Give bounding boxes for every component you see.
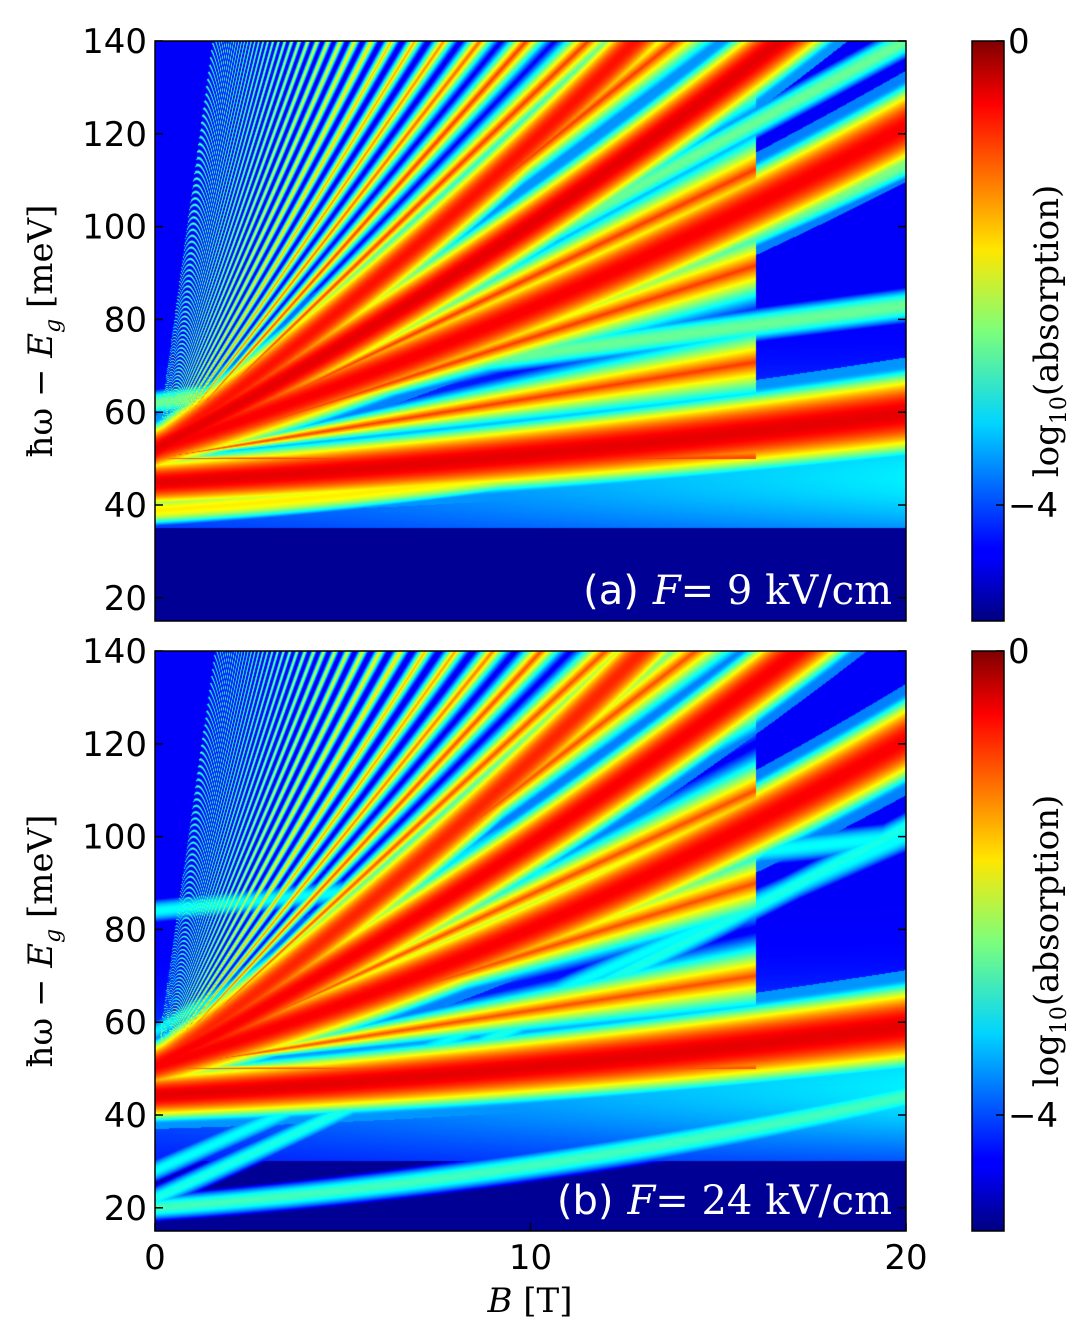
y-tick-label-a-3: 80	[104, 300, 147, 340]
y-tick-label-a-6: 140	[82, 22, 147, 62]
heatmap-b-container	[155, 651, 906, 1231]
y-tick-label-b-6: 140	[82, 632, 147, 672]
xlabel-main: B	[486, 1281, 512, 1321]
heatmap-a-container	[155, 41, 906, 621]
x-tick-label-0: 0	[144, 1238, 166, 1278]
heatmap-b	[155, 651, 906, 1231]
y-tick-label-a-4: 100	[82, 208, 147, 248]
ylabel-b-main: ħω −	[21, 968, 61, 1068]
x-tick-label-2: 20	[884, 1238, 927, 1278]
y-tick-label-b-1: 40	[104, 1096, 147, 1136]
ylabel-a-main: ħω −	[21, 358, 61, 458]
y-tick-label-b-5: 120	[82, 725, 147, 765]
y-tick-label-a-2: 60	[104, 393, 147, 433]
colorbar-b-label: log10(absorption)	[1027, 795, 1072, 1088]
colorbar-a	[972, 41, 1004, 621]
annotation-b: (b) F= 24 kV/cm	[557, 1178, 892, 1224]
ylabel-b: ħω − Eg [meV]	[21, 815, 66, 1068]
ylabel-a-E: E	[21, 333, 61, 359]
colorbar-tick-label-a-0: 0	[1008, 22, 1030, 62]
y-tick-label-b-4: 100	[82, 818, 147, 858]
x-ticks-b: 0 10 20	[144, 1223, 928, 1278]
annotation-a-F: F	[652, 568, 682, 614]
ylabel-a: ħω − Eg [meV]	[21, 205, 66, 458]
ylabel-a-unit: [meV]	[21, 205, 61, 319]
y-tick-label-a-1: 40	[104, 486, 147, 526]
y-tick-label-b-3: 80	[104, 910, 147, 950]
panel-b: 20 40 60 80 100 120 140 0 10 20 (b) F= 24 kV/cm ħ…	[21, 632, 1072, 1321]
annotation-a-eq: = 9 kV/cm	[681, 568, 892, 614]
colorbar-tick-label-a-1: −4	[1008, 486, 1058, 526]
ylabel-a-sub: g	[41, 319, 66, 333]
colorbar-tick-label-b-1: −4	[1008, 1096, 1058, 1136]
colorbar-a-ticks: 0 −4	[996, 22, 1058, 526]
colorbar-b-ticks: 0 −4	[996, 632, 1058, 1136]
panel-a: 20 40 60 80 100 120 140 (a) F= 9 kV/cm ħω − Eg …	[21, 22, 1072, 622]
xlabel-unit: [T]	[512, 1281, 572, 1321]
x-tick-label-1: 10	[509, 1238, 552, 1278]
y-tick-label-b-0: 20	[104, 1189, 147, 1229]
annotation-b-eq: = 24 kV/cm	[655, 1178, 892, 1224]
colorbar-a-label: log10(absorption)	[1027, 185, 1072, 478]
annotation-b-F: F	[626, 1178, 656, 1224]
annotation-a-panel: (a)	[583, 568, 639, 614]
colorbar-b	[972, 651, 1004, 1231]
y-ticks-a: 20 40 60 80 100 120 140	[82, 22, 906, 619]
y-tick-label-a-5: 120	[82, 115, 147, 155]
heatmap-a	[155, 41, 906, 621]
axes-frame-a	[154, 40, 907, 622]
ylabel-b-E: E	[21, 943, 61, 969]
colorbar-tick-label-b-0: 0	[1008, 632, 1030, 672]
ylabel-b-sub: g	[41, 929, 66, 943]
colorbar-b-frame	[971, 650, 1005, 1232]
annotation-b-panel: (b)	[557, 1178, 614, 1224]
colorbar-a-frame	[971, 40, 1005, 622]
y-tick-label-a-0: 20	[104, 579, 147, 619]
xlabel: B [T]	[486, 1281, 572, 1321]
y-tick-label-b-2: 60	[104, 1003, 147, 1043]
annotation-a: (a) F= 9 kV/cm	[583, 568, 892, 614]
ylabel-b-unit: [meV]	[21, 815, 61, 929]
y-ticks-b: 20 40 60 80 100 120 140	[82, 632, 906, 1229]
